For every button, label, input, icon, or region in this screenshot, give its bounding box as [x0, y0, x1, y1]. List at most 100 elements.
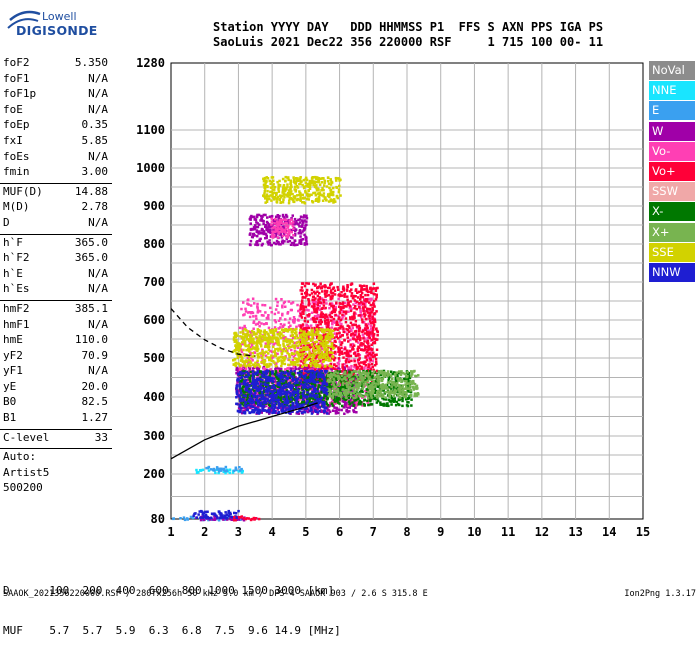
echo-point: [363, 312, 366, 315]
echo-point: [239, 344, 242, 347]
echo-point: [251, 518, 254, 521]
echo-point: [335, 345, 338, 348]
echo-point: [268, 327, 271, 330]
echo-point: [355, 374, 358, 377]
echo-point: [273, 361, 276, 364]
echo-point: [297, 352, 300, 355]
echo-point: [255, 318, 258, 321]
echo-point: [269, 307, 272, 310]
echo-point: [203, 519, 206, 522]
echo-point: [342, 356, 345, 359]
echo-point: [305, 364, 308, 367]
echo-point: [354, 364, 357, 367]
echo-point: [350, 322, 353, 325]
echo-point: [300, 305, 303, 308]
echo-point: [299, 329, 302, 332]
echo-point: [372, 342, 375, 345]
echo-point: [333, 380, 336, 383]
echo-point: [254, 348, 256, 351]
echo-point: [350, 330, 353, 333]
x-tick-label: 7: [370, 525, 377, 539]
echo-point: [359, 310, 362, 313]
echo-point: [323, 304, 326, 307]
x-tick-label: 10: [467, 525, 481, 539]
echo-point: [314, 297, 317, 300]
echo-point: [338, 360, 341, 363]
echo-point: [203, 516, 206, 519]
echo-point: [261, 357, 264, 360]
echo-point: [390, 371, 393, 374]
echo-point: [293, 316, 296, 319]
echo-point: [376, 330, 379, 333]
echo-point: [376, 401, 379, 404]
echo-point: [340, 343, 343, 346]
echo-point: [301, 358, 304, 361]
echo-point: [240, 368, 243, 371]
echo-point: [235, 344, 238, 347]
echo-point: [311, 343, 314, 346]
echo-point: [326, 329, 329, 332]
echo-point: [257, 311, 260, 314]
echo-point: [345, 317, 348, 320]
echo-point: [284, 318, 287, 321]
echo-point: [334, 314, 337, 317]
echo-point: [371, 331, 374, 334]
echo-point: [275, 376, 278, 379]
echo-point: [206, 511, 209, 514]
echo-point: [365, 393, 368, 396]
echo-point: [313, 303, 316, 306]
echo-point: [375, 327, 378, 330]
echo-point: [360, 361, 363, 364]
echo-point: [323, 301, 326, 304]
echo-point: [354, 390, 357, 393]
echo-point: [207, 467, 210, 470]
echo-point: [326, 403, 329, 406]
echo-point: [336, 332, 339, 335]
echo-point: [353, 324, 356, 327]
echo-point: [207, 516, 210, 519]
echo-point: [387, 388, 390, 391]
echo-point: [299, 391, 302, 394]
echo-point: [308, 300, 311, 303]
echo-point: [278, 360, 281, 363]
echo-point: [412, 386, 415, 389]
echo-point: [348, 361, 351, 364]
echo-point: [257, 348, 260, 351]
echo-point: [311, 330, 314, 333]
echo-point: [266, 339, 269, 342]
echo-point: [370, 395, 373, 398]
echo-point: [343, 413, 346, 416]
x-tick-label: 4: [269, 525, 276, 539]
echo-point: [357, 366, 360, 369]
echo-point: [362, 337, 365, 340]
echo-point: [295, 331, 298, 334]
echo-point: [401, 386, 404, 389]
echo-point: [310, 359, 313, 362]
echo-point: [367, 294, 370, 297]
echo-point: [300, 360, 303, 363]
echo-point: [266, 356, 269, 359]
echo-point: [362, 306, 365, 309]
echo-point: [253, 364, 256, 367]
echo-point: [328, 365, 331, 368]
echo-point: [335, 302, 338, 305]
echo-point: [331, 344, 334, 347]
echo-point: [352, 409, 355, 412]
echo-point: [309, 356, 312, 359]
echo-point: [367, 404, 370, 407]
echo-point: [259, 338, 262, 341]
echo-point: [304, 296, 307, 299]
echo-point: [290, 309, 293, 312]
echo-point: [364, 356, 367, 359]
echo-point: [338, 332, 341, 335]
echo-point: [300, 308, 303, 311]
echo-point: [320, 287, 323, 290]
echo-point: [353, 352, 356, 355]
echo-point: [319, 328, 322, 331]
echo-point: [303, 361, 306, 364]
echo-point: [340, 347, 343, 350]
echo-point: [359, 298, 362, 301]
echo-point: [327, 380, 330, 383]
x-tick-label: 12: [535, 525, 549, 539]
echo-point: [190, 516, 193, 519]
